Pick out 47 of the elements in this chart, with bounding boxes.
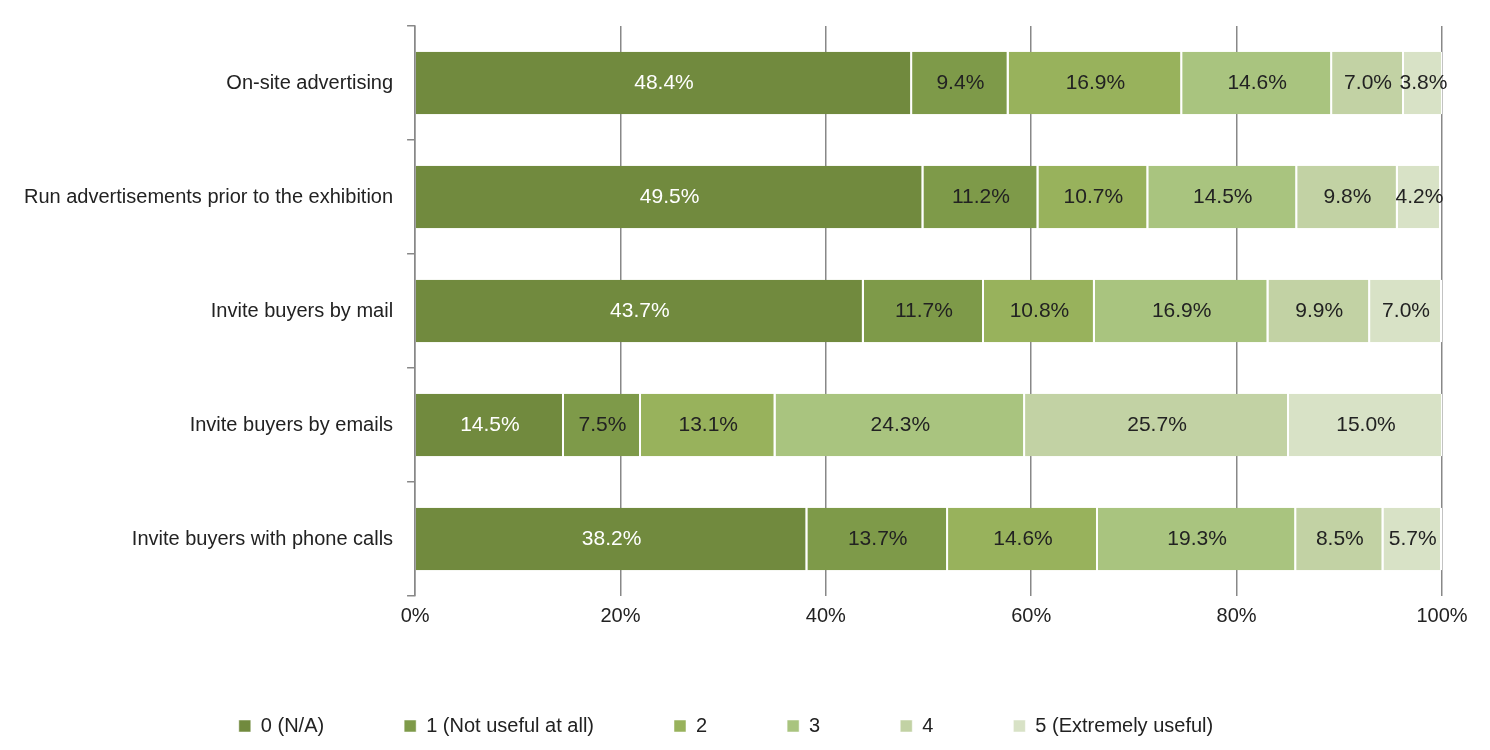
data-label: 3.8% (1399, 69, 1448, 93)
data-label: 24.3% (870, 411, 931, 435)
data-label: 10.8% (1009, 297, 1070, 321)
data-label: 5.7% (1388, 525, 1437, 549)
legend-label: 5 (Extremely useful) (1035, 713, 1214, 736)
data-label: 19.3% (1167, 525, 1227, 549)
data-label: 38.2% (581, 525, 642, 549)
legend-label: 3 (809, 713, 821, 736)
legend-label: 1 (Not useful at all) (426, 713, 594, 736)
data-label: 9.9% (1295, 297, 1344, 321)
data-label: 48.4% (634, 69, 694, 93)
y-tick-label: Run advertisements prior to the exhibition (23, 184, 394, 207)
data-label: 11.7% (894, 297, 953, 321)
legend-label: 0 (N/A) (260, 713, 325, 736)
legend-label: 4 (922, 713, 934, 736)
data-label: 16.9% (1065, 69, 1126, 93)
data-label: 14.6% (1227, 69, 1287, 93)
data-label: 14.5% (460, 411, 520, 435)
data-label: 9.4% (936, 69, 985, 93)
data-label: 9.8% (1323, 183, 1372, 207)
y-tick-label: Invite buyers by emails (189, 412, 394, 435)
data-label: 10.7% (1063, 183, 1124, 207)
x-tick-label: 60% (1011, 603, 1052, 626)
x-tick-label: 40% (805, 603, 847, 626)
data-label: 11.2% (951, 183, 1010, 207)
y-tick-label: On-site advertising (226, 70, 394, 93)
data-label: 15.0% (1336, 411, 1396, 435)
data-label: 14.6% (993, 525, 1053, 549)
data-label: 7.5% (578, 411, 627, 435)
x-tick-label: 0% (400, 603, 430, 626)
legend-label: 2 (696, 713, 708, 736)
data-label: 13.7% (847, 525, 908, 549)
x-tick-label: 100% (1416, 603, 1468, 626)
data-label: 13.1% (678, 411, 739, 435)
x-tick-label: 80% (1216, 603, 1257, 626)
y-tick-label: Invite buyers by mail (210, 298, 394, 321)
data-label: 49.5% (639, 183, 700, 207)
data-label: 25.7% (1127, 411, 1187, 435)
data-label: 43.7% (610, 297, 670, 321)
data-label: 16.9% (1151, 297, 1212, 321)
data-label: 8.5% (1315, 525, 1364, 549)
y-tick-label: Invite buyers with phone calls (131, 526, 394, 549)
x-tick-label: 20% (600, 603, 641, 626)
data-label: 14.5% (1192, 183, 1253, 207)
data-label: 7.0% (1382, 297, 1430, 321)
data-label: 4.2% (1395, 183, 1444, 207)
data-label: 7.0% (1344, 69, 1392, 93)
